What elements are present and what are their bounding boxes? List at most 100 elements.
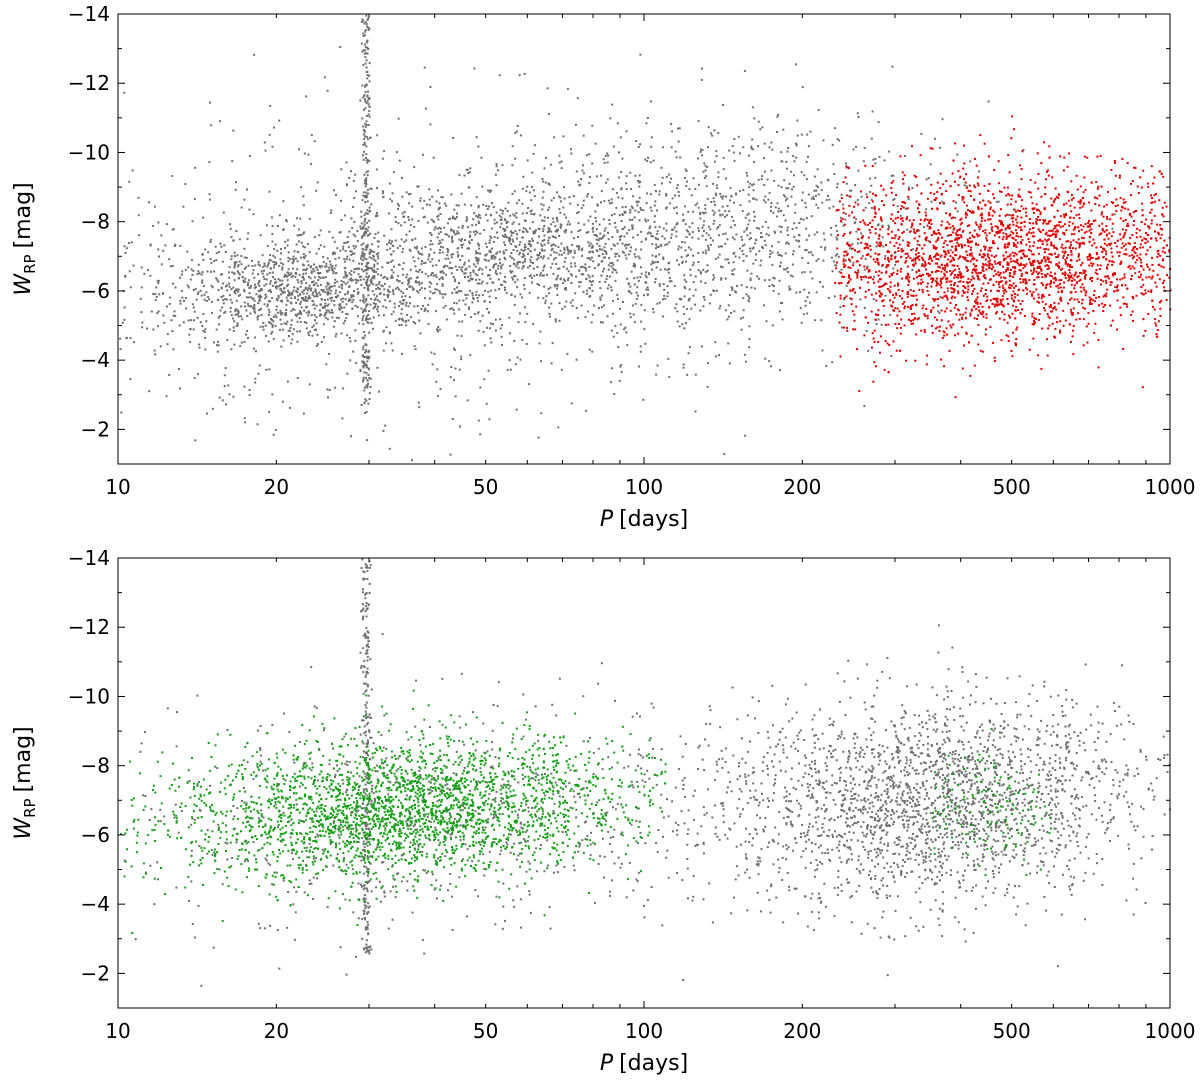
top-series-0-point [249, 305, 252, 308]
top-series-0-point [266, 265, 269, 268]
top-series-0-point [388, 239, 391, 242]
top-series-1-point [908, 188, 910, 191]
top-series-0-point [153, 349, 156, 352]
top-series-1-point [965, 204, 968, 207]
top-series-0-point [233, 279, 236, 282]
top-series-0-point [786, 197, 789, 200]
top-series-0-point [271, 393, 274, 396]
top-series-0-point [238, 238, 241, 241]
top-series-0-point [342, 322, 345, 325]
top-series-0-point [221, 399, 224, 402]
top-series-0-point [662, 256, 665, 259]
top-series-0-point [233, 272, 236, 275]
top-series-0-point [313, 329, 316, 331]
top-series-0-point [709, 237, 712, 240]
top-series-0-point [515, 265, 518, 268]
top-series-0-point [649, 232, 652, 235]
top-series-1-point [964, 213, 967, 216]
top-series-0-point [233, 343, 236, 346]
top-series-1-point [849, 195, 852, 198]
top-series-0-point [662, 227, 665, 230]
top-series-0-point [342, 245, 345, 248]
top-series-0-point [171, 175, 174, 177]
top-series-0-point [697, 157, 699, 160]
top-series-0-point [257, 282, 260, 285]
top-series-0-point [421, 253, 424, 256]
top-series-0-point [510, 231, 513, 234]
top-series-0-point [557, 229, 559, 232]
top-series-0-point [763, 279, 766, 282]
top-series-0-point [316, 268, 319, 271]
top-series-0-point [494, 289, 497, 292]
top-series-0-point [938, 311, 941, 314]
top-series-0-point [567, 270, 570, 273]
top-series-0-point [856, 112, 859, 115]
top-series-1-point [1039, 261, 1042, 264]
top-series-0-point [279, 287, 282, 290]
top-series-0-point [712, 289, 715, 292]
top-series-0-point [776, 251, 779, 254]
top-series-1-point [1094, 300, 1096, 303]
top-series-0-point [420, 282, 423, 285]
top-series-0-point [401, 268, 404, 271]
top-series-1-point [1031, 294, 1034, 297]
top-series-0-point [523, 287, 526, 290]
top-series-0-point [346, 372, 349, 375]
top-series-0-point [206, 270, 209, 273]
top-series-0-point [585, 269, 587, 272]
top-series-0-point [454, 265, 457, 268]
top-series-0-point [549, 254, 552, 257]
top-series-0-point [311, 299, 314, 302]
top-series-0-point [370, 298, 373, 300]
top-series-1-point [911, 145, 913, 148]
top-series-0-point [187, 319, 190, 322]
top-series-0-point [874, 157, 877, 160]
top-series-0-point [456, 334, 459, 337]
top-series-0-point [606, 178, 609, 181]
top-series-0-point [571, 243, 574, 246]
top-series-0-point [439, 231, 442, 233]
top-series-1-point [1116, 284, 1119, 287]
top-series-0-point [511, 223, 514, 225]
top-series-0-point [484, 242, 487, 245]
top-series-1-point [1017, 209, 1019, 212]
top-series-0-point [706, 269, 709, 272]
top-series-1-point [912, 277, 915, 280]
top-series-0-point [363, 141, 366, 144]
top-series-0-point [369, 187, 372, 190]
top-series-0-point [604, 227, 607, 230]
top-series-1-point [1094, 322, 1097, 325]
top-series-0-point [325, 288, 328, 291]
top-series-0-point [174, 315, 177, 317]
top-series-1-point [1033, 267, 1036, 270]
top-series-0-point [307, 310, 310, 313]
top-series-0-point [815, 189, 818, 192]
top-series-1-point [999, 302, 1002, 305]
top-series-0-point [321, 306, 324, 309]
top-series-0-point [576, 97, 579, 100]
top-series-0-point [477, 213, 480, 216]
top-series-0-point [631, 207, 634, 209]
top-series-0-point [360, 243, 363, 246]
top-series-0-point [702, 230, 705, 232]
top-series-0-point [606, 315, 609, 318]
top-series-0-point [692, 294, 695, 297]
top-series-1-point [1152, 269, 1155, 272]
top-series-0-point [636, 204, 639, 207]
top-series-0-point [233, 262, 236, 264]
top-series-0-point [791, 263, 794, 266]
top-series-0-point [341, 310, 344, 313]
top-series-0-point [450, 253, 453, 256]
top-series-0-point [532, 232, 535, 235]
top-series-0-point [364, 43, 366, 46]
top-series-0-point [479, 217, 482, 220]
top-series-0-point [481, 268, 484, 271]
top-series-0-point [523, 248, 526, 251]
top-series-0-point [363, 94, 366, 97]
top-series-0-point [603, 304, 605, 307]
top-series-0-point [665, 229, 668, 232]
top-series-0-point [366, 95, 369, 98]
top-series-0-point [477, 145, 480, 148]
top-series-1-point [897, 238, 900, 240]
top-series-0-point [310, 314, 313, 317]
